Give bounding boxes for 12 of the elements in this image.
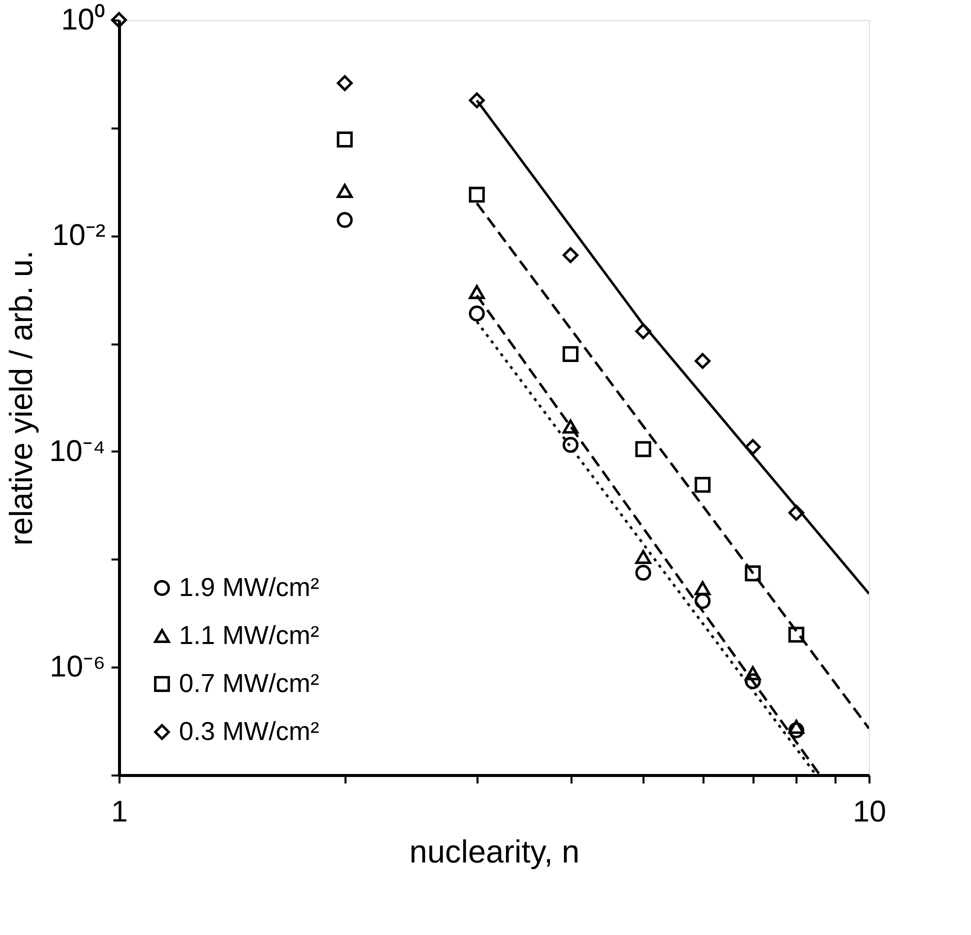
x-tick-label: 1: [111, 796, 128, 828]
y-tick-label: 10⁻⁴: [49, 434, 106, 468]
y-tick-label: 10⁰: [61, 4, 106, 36]
legend-label: 0.3 MW/cm²: [179, 716, 320, 746]
legend-label: 0.7 MW/cm²: [179, 668, 320, 698]
legend-label: 1.9 MW/cm²: [179, 572, 320, 602]
y-axis-title: relative yield / arb. u.: [3, 250, 40, 546]
legend-label: 1.1 MW/cm²: [179, 620, 320, 650]
x-tick-label: 10: [852, 796, 886, 828]
x-axis-title: nuclearity, n: [409, 834, 580, 870]
y-tick-label: 10⁻⁶: [50, 650, 106, 684]
y-tick-label: 10⁻²: [52, 219, 106, 252]
